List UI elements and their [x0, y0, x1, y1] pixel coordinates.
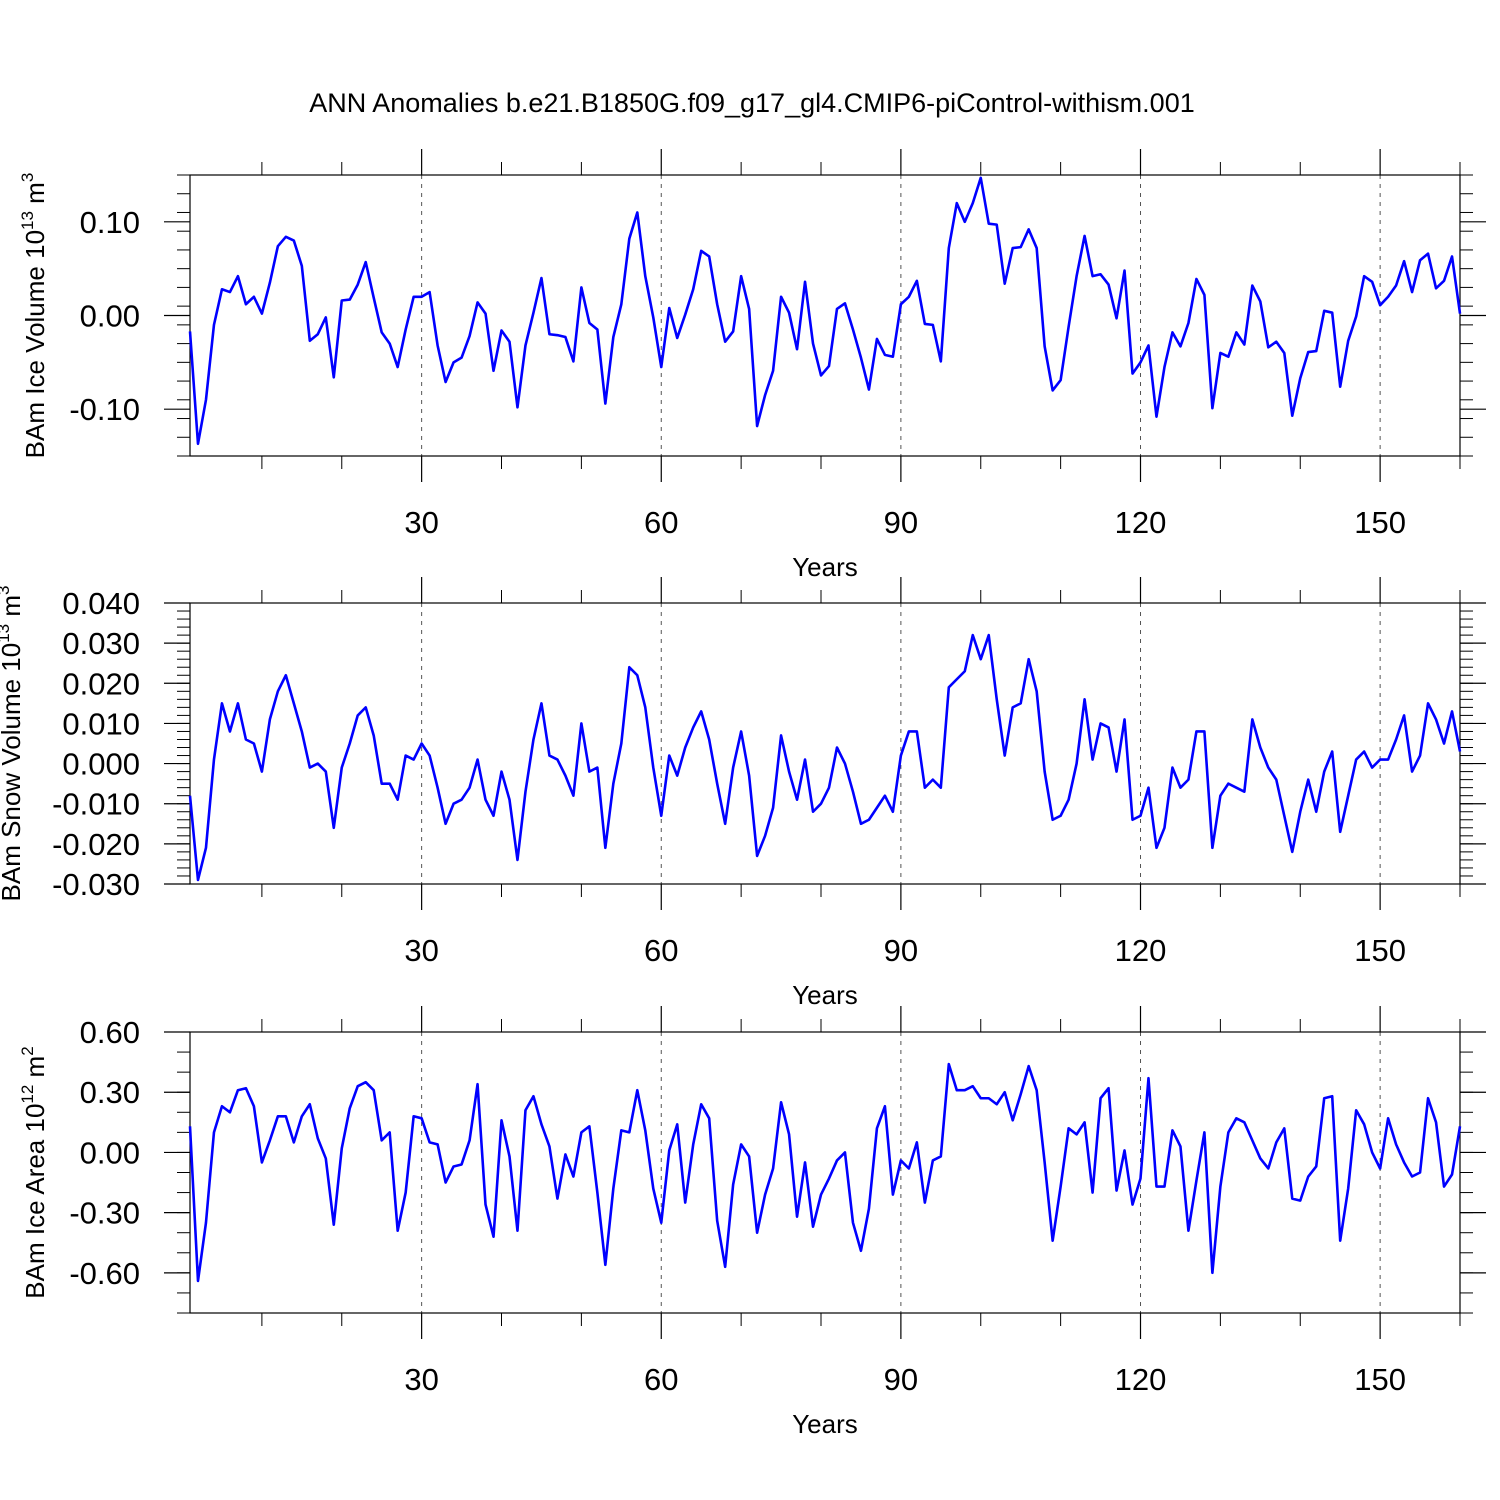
- x-tick-label: 60: [644, 505, 678, 540]
- panel-ice-volume: 30 60 90 120 150 Years -0.10 0.00 0.10 BAm Ice Vo…: [18, 149, 1486, 582]
- x-tick-label: 60: [644, 933, 678, 968]
- y-tick-label: 0.000: [62, 747, 140, 782]
- y-tick-label: 0.030: [62, 626, 140, 661]
- y-tick-label: 0.60: [80, 1015, 140, 1050]
- y-tick-label: 0.020: [62, 666, 140, 701]
- y-tick-label: 0.10: [80, 205, 140, 240]
- x-tick-label: 120: [1115, 505, 1167, 540]
- series-line-ice-volume: [188, 176, 1462, 446]
- y-tick-label: -0.10: [69, 392, 140, 427]
- y-tick-label: 0.00: [80, 299, 140, 334]
- main-title: ANN Anomalies b.e21.B1850G.f09_g17_gl4.C…: [309, 88, 1194, 118]
- y-axis-title: BAm Ice Area 1012 m2: [18, 1046, 50, 1298]
- x-tick-label: 30: [404, 505, 438, 540]
- plot-frame: [189, 174, 1461, 457]
- x-tick-label: 150: [1354, 505, 1406, 540]
- plot-frame: [189, 602, 1461, 885]
- x-axis-title: Years: [792, 1409, 858, 1439]
- x-tick-label: 120: [1115, 1362, 1167, 1397]
- x-tick-label: 150: [1354, 933, 1406, 968]
- x-tick-label: 60: [644, 1362, 678, 1397]
- x-tick-label: 150: [1354, 1362, 1406, 1397]
- y-tick-label: 0.30: [80, 1075, 140, 1110]
- y-axis-title: BAm Ice Volume 1013 m3: [18, 173, 50, 459]
- x-axis-title: Years: [792, 552, 858, 582]
- y-tick-label: -0.010: [52, 787, 140, 822]
- x-tick-label: 120: [1115, 933, 1167, 968]
- plot-frame: [189, 1031, 1461, 1314]
- y-axis-title: BAm Snow Volume 1013 m3: [0, 586, 26, 902]
- x-axis-title: Years: [792, 980, 858, 1010]
- y-tick-label: 0.010: [62, 706, 140, 741]
- y-tick-label: -0.30: [69, 1196, 140, 1231]
- series-line-snow-volume: [188, 633, 1462, 882]
- x-tick-label: 90: [884, 505, 918, 540]
- y-tick-label: -0.020: [52, 827, 140, 862]
- y-tick-label: 0.040: [62, 586, 140, 621]
- y-tick-label: -0.60: [69, 1256, 140, 1291]
- panel-ice-area: 30 60 90 120 150 Years -0.60 -0.30 0.00 0.30 0.60 B…: [18, 1006, 1486, 1439]
- x-tick-label: 30: [404, 933, 438, 968]
- x-tick-label: 30: [404, 1362, 438, 1397]
- panel-snow-volume: 30 60 90 120 150 Years -0.030 -0.020 -0.010 0.000…: [0, 577, 1486, 1010]
- x-tick-label: 90: [884, 933, 918, 968]
- panels: 30 60 90 120 150 Years -0.10 0.00 0.10 BAm Ice Vo…: [0, 149, 1486, 1439]
- x-tick-label: 90: [884, 1362, 918, 1397]
- y-tick-label: 0.00: [80, 1135, 140, 1170]
- y-tick-label: -0.030: [52, 867, 140, 902]
- series-line-ice-area: [188, 1062, 1462, 1283]
